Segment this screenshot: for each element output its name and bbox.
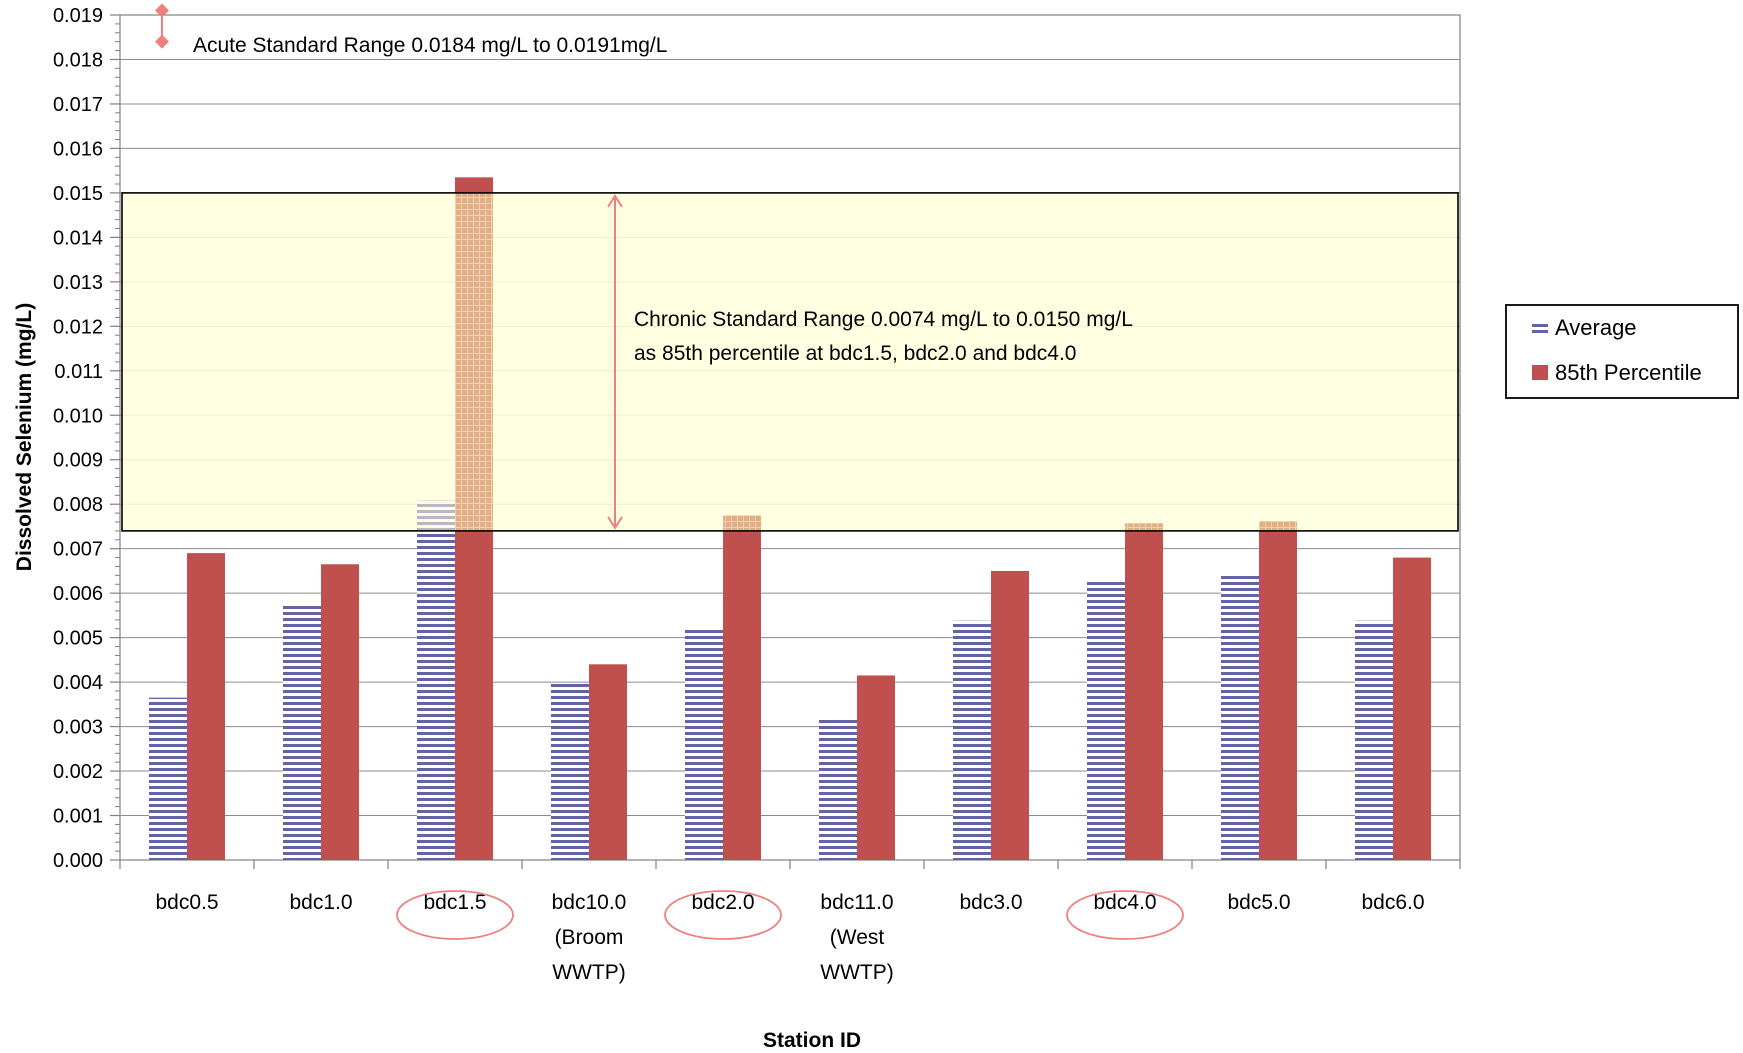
legend-swatch-average (1532, 321, 1548, 335)
chronic-band-fill (122, 192, 1458, 531)
x-category-label: bdc0.5 (155, 891, 218, 914)
y-tick-label: 0.009 (53, 450, 103, 472)
bar-average (283, 605, 321, 860)
y-tick-label: 0.014 (53, 227, 103, 249)
bar-85th-percentile (991, 570, 1029, 860)
y-tick-label: 0.010 (53, 405, 103, 427)
x-category-label: WWTP) (552, 961, 625, 984)
bar-85th-in-band (1125, 523, 1163, 531)
y-tick-label: 0.011 (54, 361, 103, 383)
y-tick-label: 0.013 (53, 272, 103, 294)
bar-average (1221, 574, 1259, 860)
bar-85th-percentile (589, 664, 627, 860)
bar-85th-in-band (1259, 521, 1297, 531)
x-category-label: WWTP) (820, 961, 893, 984)
y-tick-label: 0.018 (53, 49, 103, 71)
chronic-arrow-head-bottom (607, 516, 623, 530)
bar-85th-percentile (1259, 521, 1297, 860)
bar-85th-in-band (723, 515, 761, 531)
bar-average (417, 500, 455, 860)
chronic-band-border (121, 192, 1459, 532)
legend-swatch-85th (1532, 365, 1548, 380)
legend: Average 85th Percentile (1505, 304, 1739, 399)
x-axis-title: Station ID (763, 1029, 861, 1052)
chronic-arrow-head-top (607, 194, 623, 208)
bar-85th-percentile (857, 675, 895, 860)
legend-label-average: Average (1555, 315, 1637, 340)
bar-average (953, 620, 991, 860)
x-category-label: bdc11.0 (820, 891, 893, 914)
x-category-label: bdc5.0 (1227, 891, 1290, 914)
y-tick-label: 0.008 (53, 494, 103, 516)
y-tick-label: 0.000 (53, 850, 103, 872)
y-axis-title: Dissolved Selenium (mg/L) (13, 303, 36, 571)
x-category-label: bdc10.0 (552, 891, 627, 914)
legend-label-85th: 85th Percentile (1555, 360, 1702, 385)
x-category-label: bdc4.0 (1093, 891, 1156, 914)
y-tick-label: 0.015 (53, 183, 103, 205)
bar-85th-percentile (1125, 523, 1163, 860)
y-tick-label: 0.006 (53, 583, 103, 605)
x-category-label: (Broom (555, 926, 624, 949)
chronic-range-label: as 85th percentile at bdc1.5, bdc2.0 and… (634, 342, 1077, 365)
bar-average (819, 718, 857, 860)
bar-average-in-band (417, 500, 455, 531)
y-tick-label: 0.001 (53, 806, 103, 828)
chronic-range-label: Chronic Standard Range 0.0074 mg/L to 0.… (634, 308, 1133, 331)
annotations: Chronic Standard Range 0.0074 mg/L to 0.… (155, 3, 1184, 940)
y-tick-label: 0.004 (53, 672, 103, 694)
bar-average (149, 697, 187, 860)
bar-average (685, 628, 723, 860)
acute-range-label: Acute Standard Range 0.0184 mg/L to 0.01… (193, 34, 667, 57)
y-tick-label: 0.012 (53, 316, 103, 338)
bar-85th-percentile (1393, 557, 1431, 860)
bar-85th-percentile (723, 515, 761, 860)
y-tick-label: 0.002 (53, 761, 103, 783)
y-tick-label: 0.019 (53, 5, 103, 27)
legend-box (1505, 304, 1739, 399)
y-tick-label: 0.017 (53, 94, 103, 116)
x-category-label: bdc3.0 (959, 891, 1022, 914)
x-category-label: bdc2.0 (691, 891, 754, 914)
axes: 0.000 0.001 0.002 0.003 0.004 0.005 0.006 0.007… (13, 5, 1461, 1052)
category-highlight-circle (396, 890, 514, 940)
y-tick-label: 0.007 (53, 539, 103, 561)
category-highlight-circle (664, 890, 782, 940)
bar-85th-in-band (455, 192, 493, 531)
x-category-label: (West (830, 926, 885, 949)
bar-85th-percentile (321, 564, 359, 860)
y-tick-label: 0.016 (53, 138, 103, 160)
acute-high-marker (155, 3, 169, 18)
chronic-range-band (121, 192, 1459, 532)
x-category-label: bdc1.0 (289, 891, 352, 914)
acute-low-marker (155, 34, 169, 49)
category-highlight-circle (1066, 890, 1184, 940)
bar-average (1355, 620, 1393, 860)
bar-average (551, 682, 589, 860)
y-tick-label: 0.005 (53, 628, 103, 650)
x-category-label: bdc6.0 (1361, 891, 1424, 914)
bar-85th-percentile (187, 553, 225, 860)
y-tick-label: 0.003 (53, 717, 103, 739)
x-category-label: bdc1.5 (423, 891, 486, 914)
bar-average (1087, 582, 1125, 860)
